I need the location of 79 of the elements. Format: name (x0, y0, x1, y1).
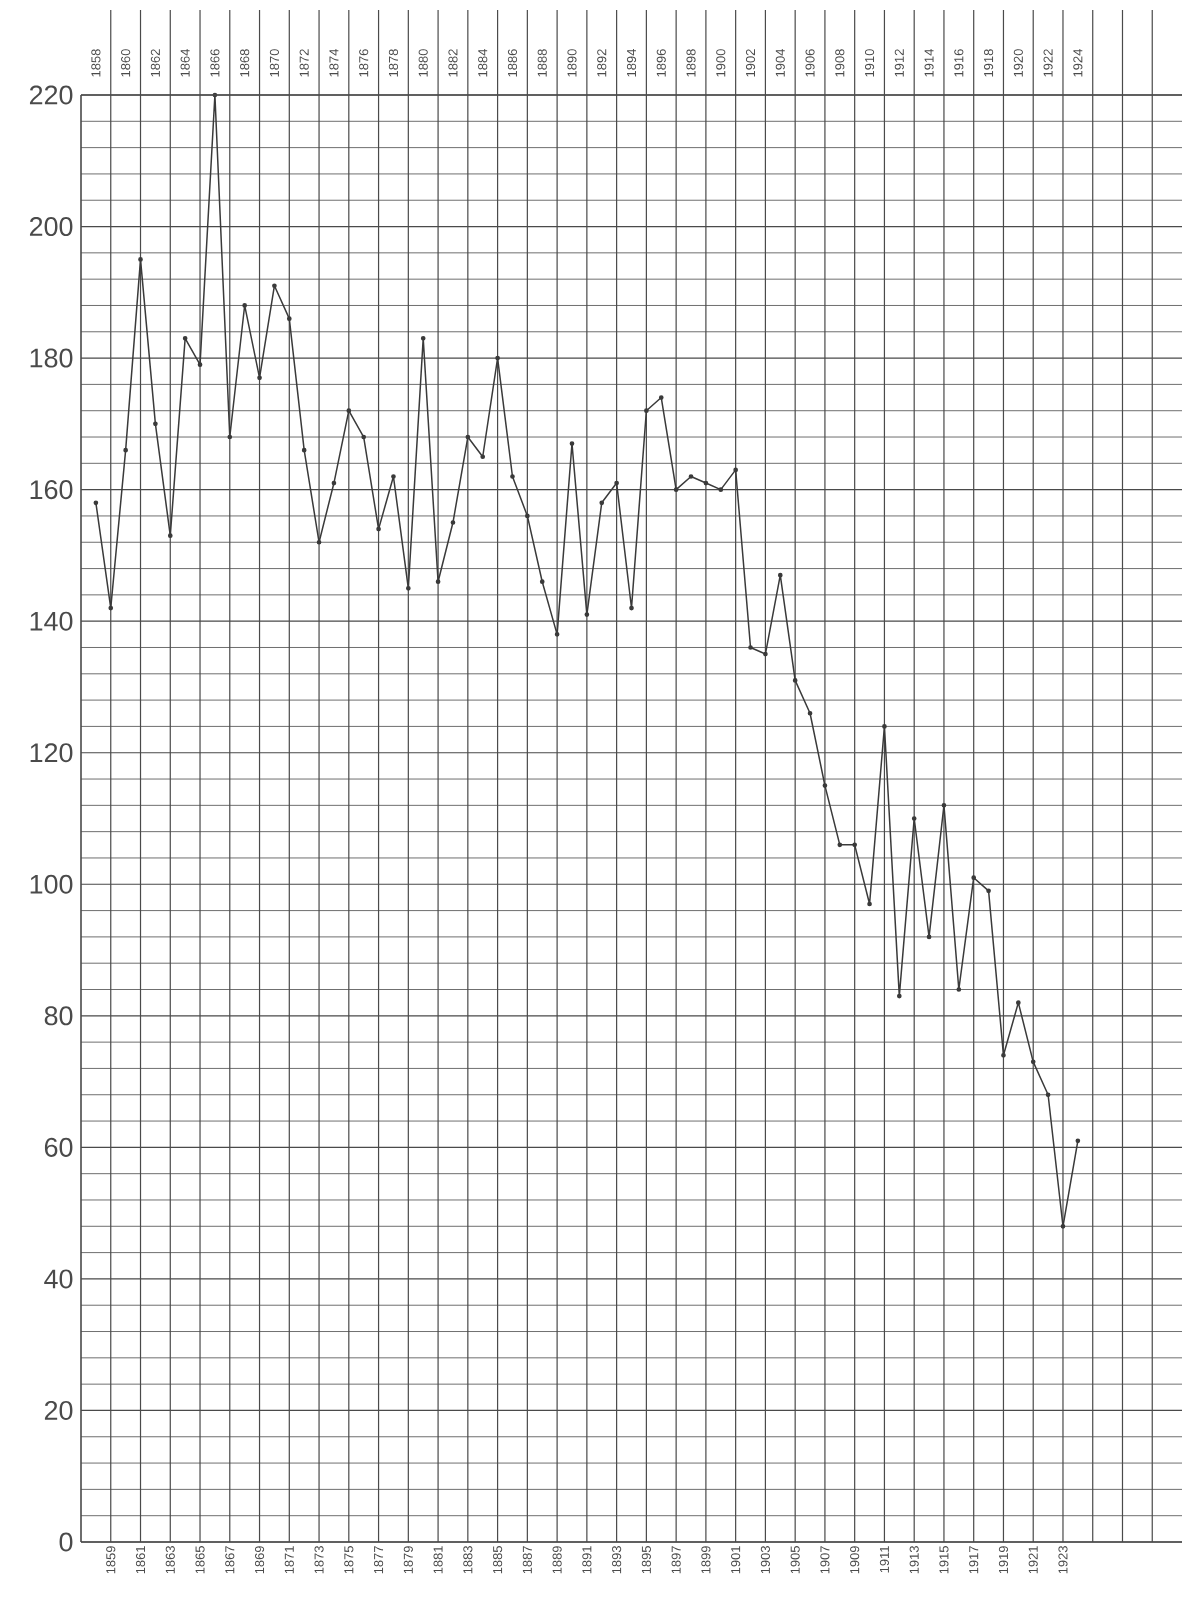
x-tick-label: 1903 (760, 1546, 770, 1574)
x2-tick-label: 1868 (240, 49, 250, 77)
x2-tick-label: 1898 (686, 49, 696, 77)
y-tick-label: 100 (30, 874, 73, 894)
x-tick-label: 1867 (225, 1546, 235, 1574)
x-tick-label: 1879 (403, 1546, 413, 1574)
y-tick-label: 0 (59, 1532, 73, 1552)
x-tick-label: 1869 (254, 1546, 265, 1574)
x-tick-label: 1923 (1058, 1546, 1068, 1574)
y-tick-label: 60 (44, 1137, 73, 1157)
x-tick-label: 1889 (552, 1546, 562, 1574)
x-tick-label: 1915 (939, 1546, 949, 1574)
x2-tick-label: 1914 (924, 49, 934, 77)
x-tick-label: 1917 (969, 1546, 979, 1574)
x2-tick-label: 1862 (150, 49, 160, 77)
x-tick-label: 1873 (314, 1546, 324, 1574)
x-tick-label: 1911 (879, 1546, 890, 1573)
x2-tick-label: 1858 (91, 49, 101, 77)
y-tick-label: 200 (29, 217, 73, 237)
x-tick-label: 1887 (522, 1546, 532, 1574)
x-tick-label: 1909 (850, 1546, 860, 1574)
y-tick-label: 180 (30, 348, 73, 368)
y-tick-label: 40 (44, 1269, 73, 1289)
x2-tick-label: 1922 (1043, 49, 1053, 77)
x2-tick-label: 1876 (359, 49, 369, 77)
x-tick-label: 1913 (909, 1546, 919, 1574)
x2-tick-label: 1866 (210, 49, 220, 77)
x2-tick-label: 1878 (388, 49, 399, 77)
x2-tick-label: 1896 (656, 49, 666, 77)
x-tick-label: 1875 (344, 1546, 354, 1574)
x2-tick-label: 1886 (507, 49, 518, 77)
x-tick-label: 1863 (165, 1546, 175, 1574)
x2-tick-label: 1870 (269, 49, 279, 77)
x-tick-label: 1861 (135, 1546, 146, 1574)
x-tick-label: 1901 (731, 1546, 741, 1574)
x-tick-label: 1897 (671, 1546, 681, 1574)
y-tick-label: 20 (44, 1400, 73, 1420)
x2-tick-label: 1894 (626, 49, 637, 77)
x-tick-label: 1921 (1028, 1546, 1038, 1574)
x2-tick-label: 1860 (121, 49, 131, 77)
x-tick-label: 1891 (582, 1546, 592, 1574)
x-tick-label: 1859 (106, 1546, 116, 1574)
x2-tick-label: 1880 (418, 49, 428, 77)
x-tick-label: 1905 (790, 1546, 800, 1574)
y-tick-label: 80 (44, 1006, 73, 1026)
x-tick-label: 1871 (284, 1546, 294, 1574)
x2-tick-label: 1864 (180, 49, 190, 77)
x2-tick-label: 1890 (567, 49, 577, 77)
x2-tick-label: 1920 (1013, 49, 1023, 77)
x-tick-label: 1893 (612, 1546, 622, 1574)
x2-tick-label: 1908 (835, 49, 845, 77)
y-tick-label: 140 (30, 611, 73, 631)
x2-tick-label: 1874 (329, 49, 339, 77)
x-tick-label: 1885 (493, 1546, 503, 1574)
x2-tick-label: 1924 (1073, 49, 1083, 77)
x-tick-label: 1907 (820, 1546, 830, 1574)
y-tick-label: 120 (30, 743, 73, 763)
x2-tick-label: 1882 (448, 49, 458, 77)
x-tick-label: 1883 (463, 1546, 473, 1574)
x2-tick-label: 1892 (597, 49, 607, 77)
x2-tick-label: 1916 (954, 49, 964, 77)
x2-tick-label: 1902 (745, 49, 756, 77)
x-tick-label: 1899 (701, 1546, 711, 1574)
x2-tick-label: 1872 (299, 49, 309, 77)
x2-tick-label: 1884 (478, 49, 488, 77)
x-tick-label: 1865 (195, 1546, 205, 1574)
x-tick-label: 1881 (433, 1546, 443, 1574)
x2-tick-label: 1904 (775, 49, 785, 77)
x2-tick-label: 1906 (805, 49, 815, 77)
x-tick-label: 1919 (998, 1546, 1009, 1574)
x-tick-label: 1877 (373, 1546, 384, 1574)
x2-tick-label: 1888 (537, 49, 547, 77)
x2-tick-label: 1910 (864, 49, 875, 77)
x-tick-label: 1895 (641, 1546, 651, 1574)
y-tick-label: 220 (29, 85, 73, 105)
x2-tick-label: 1900 (716, 49, 726, 77)
x2-tick-label: 1912 (894, 49, 904, 77)
x2-tick-label: 1918 (984, 49, 994, 77)
y-tick-label: 160 (30, 480, 73, 500)
